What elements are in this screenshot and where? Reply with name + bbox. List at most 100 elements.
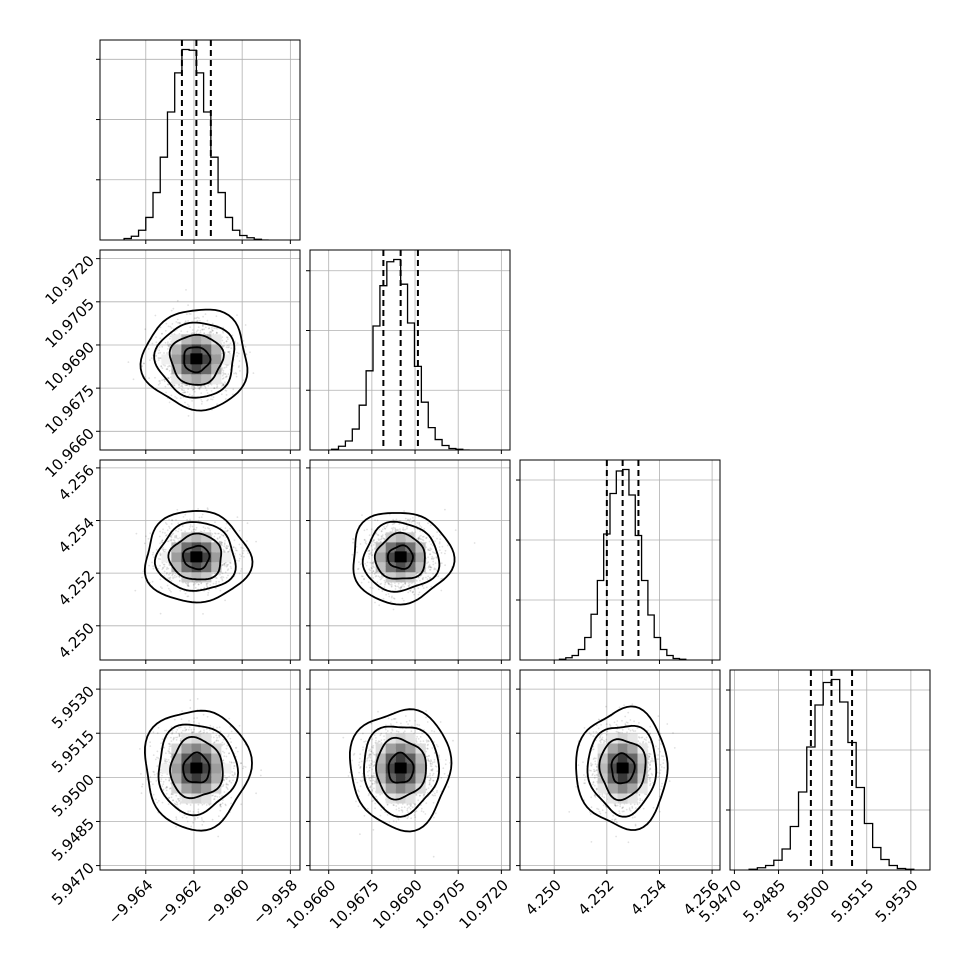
scatter-point [185,384,188,387]
density-cell [211,354,222,365]
scatter-point [403,585,405,588]
scatter-point [215,580,218,583]
scatter-point [240,803,243,806]
scatter-point [227,545,230,548]
density-cell [415,552,426,563]
scatter-point [225,389,228,392]
scatter-point [171,574,174,577]
scatter-point [444,549,447,552]
scatter-point [373,566,375,569]
scatter-point [392,526,395,529]
scatter-point [169,337,171,340]
density-cell [395,572,406,583]
scatter-point [163,380,166,383]
scatter-point [162,550,165,553]
scatter-point [381,590,384,593]
scatter-point [175,572,177,575]
scatter-point [152,551,155,554]
scatter-point [175,534,178,537]
density-cell [181,334,192,345]
scatter-point [165,789,168,792]
scatter-point [216,385,219,388]
scatter-point [363,578,365,581]
scatter-point [240,568,243,570]
scatter-point [185,289,187,291]
scatter-point [427,561,430,563]
scatter-point [211,326,213,329]
scatter-point [178,575,181,578]
panel-frame [99,459,301,661]
scatter-point [222,330,224,333]
scatter-point [237,352,240,355]
scatter-point [172,577,175,580]
scatter-point [222,373,225,375]
scatter-point [219,589,222,592]
scatter-point [231,771,234,773]
scatter-point [216,538,219,540]
scatter-point [168,343,171,345]
scatter-point [381,534,384,536]
density-peak [394,551,407,563]
scatter-point [397,582,400,585]
scatter-point [198,731,201,734]
scatter-point [224,599,227,602]
density-peak [190,551,203,563]
scatter-point [407,591,410,594]
scatter-point [222,783,225,786]
scatter-point [225,547,228,550]
scatter-point [207,327,210,330]
scatter-point [172,307,175,310]
scatter-point [181,384,184,387]
scatter-point [169,572,172,575]
scatter-point [420,526,423,529]
scatter-point [169,578,171,580]
contour-level [167,532,223,581]
scatter-point [222,331,225,334]
scatter-point [164,787,167,789]
density-cell [171,552,182,563]
scatter-point [193,332,196,335]
scatter-point [157,359,160,361]
scatter-point [408,583,411,586]
scatter-point [223,563,226,565]
scatter-point [399,587,402,590]
scatter-point [223,791,226,793]
scatter-point [175,535,178,538]
scatter-point [231,334,234,337]
density-cell [161,552,172,563]
scatter-point [382,597,385,600]
scatter-point [421,535,424,538]
scatter-point [191,387,194,389]
scatter-point [189,804,192,806]
scatter-point [193,386,196,389]
scatter-point [210,331,213,333]
scatter-point [194,582,197,585]
scatter-point [167,567,170,570]
scatter-point [178,579,181,582]
scatter-point [225,346,228,349]
scatter-point [184,513,187,516]
scatter-point [403,529,405,531]
scatter-point [171,729,174,732]
scatter-point [246,522,249,525]
scatter-point [369,569,372,572]
scatter-point [429,576,431,579]
scatter-point [169,589,171,592]
scatter-point [176,318,179,321]
scatter-point [404,582,406,585]
scatter-point [159,558,162,560]
scatter-point [364,562,367,565]
scatter-point [393,522,395,525]
scatter-point [437,575,440,578]
contour-level [352,512,456,606]
panel-frame [309,249,511,451]
scatter-point [199,319,201,322]
scatter-point [418,521,421,524]
scatter-point [359,543,362,545]
scatter-point [195,332,198,335]
scatter-point [200,403,203,405]
scatter-point [375,575,378,577]
scatter-point [227,364,230,366]
scatter-point [180,385,182,388]
scatter-point [167,344,170,347]
